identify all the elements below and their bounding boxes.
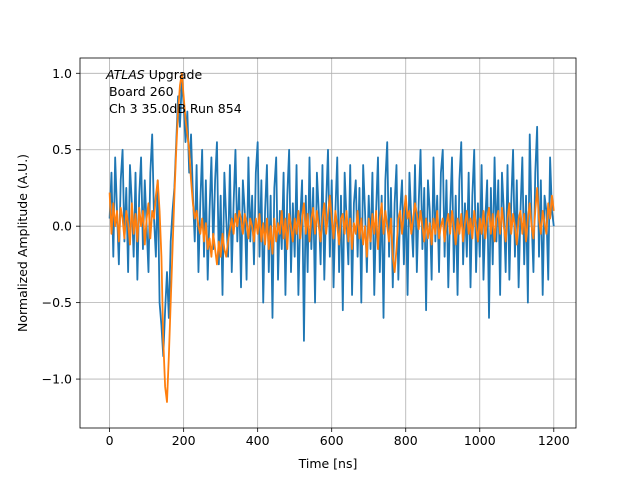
y-tick-label: 0.0 [52, 219, 72, 234]
x-axis-label: Time [ns] [298, 456, 358, 471]
axis-ticks: 0 200 400 600 800 1000 1200 −1.0 −0.5 0.0 0.5 1.0 [42, 66, 570, 448]
x-tick-label: 1200 [538, 433, 570, 448]
series-lines [108, 72, 555, 403]
x-tick-label: 200 [172, 433, 196, 448]
annotation-upgrade: Upgrade [145, 67, 203, 82]
annotation-atlas: ATLAS [105, 67, 145, 82]
y-axis-label: Normalized Amplitude (A.U.) [15, 154, 30, 332]
series-line-2 [108, 72, 555, 403]
y-tick-label: −0.5 [42, 295, 72, 310]
y-tick-label: 0.5 [52, 142, 72, 157]
annotation-line-3: Ch 3 35.0dB Run 854 [109, 101, 242, 116]
x-tick-label: 600 [320, 433, 344, 448]
annotation-line-1: ATLAS Upgrade [105, 67, 202, 82]
x-tick-label: 400 [246, 433, 270, 448]
y-tick-label: −1.0 [42, 372, 72, 387]
annotation-line-2: Board 260 [109, 84, 174, 99]
y-tick-label: 1.0 [52, 66, 72, 81]
x-tick-label: 1000 [464, 433, 496, 448]
x-tick-label: 0 [106, 433, 114, 448]
plot-frame [79, 57, 577, 429]
x-tick-label: 800 [394, 433, 418, 448]
